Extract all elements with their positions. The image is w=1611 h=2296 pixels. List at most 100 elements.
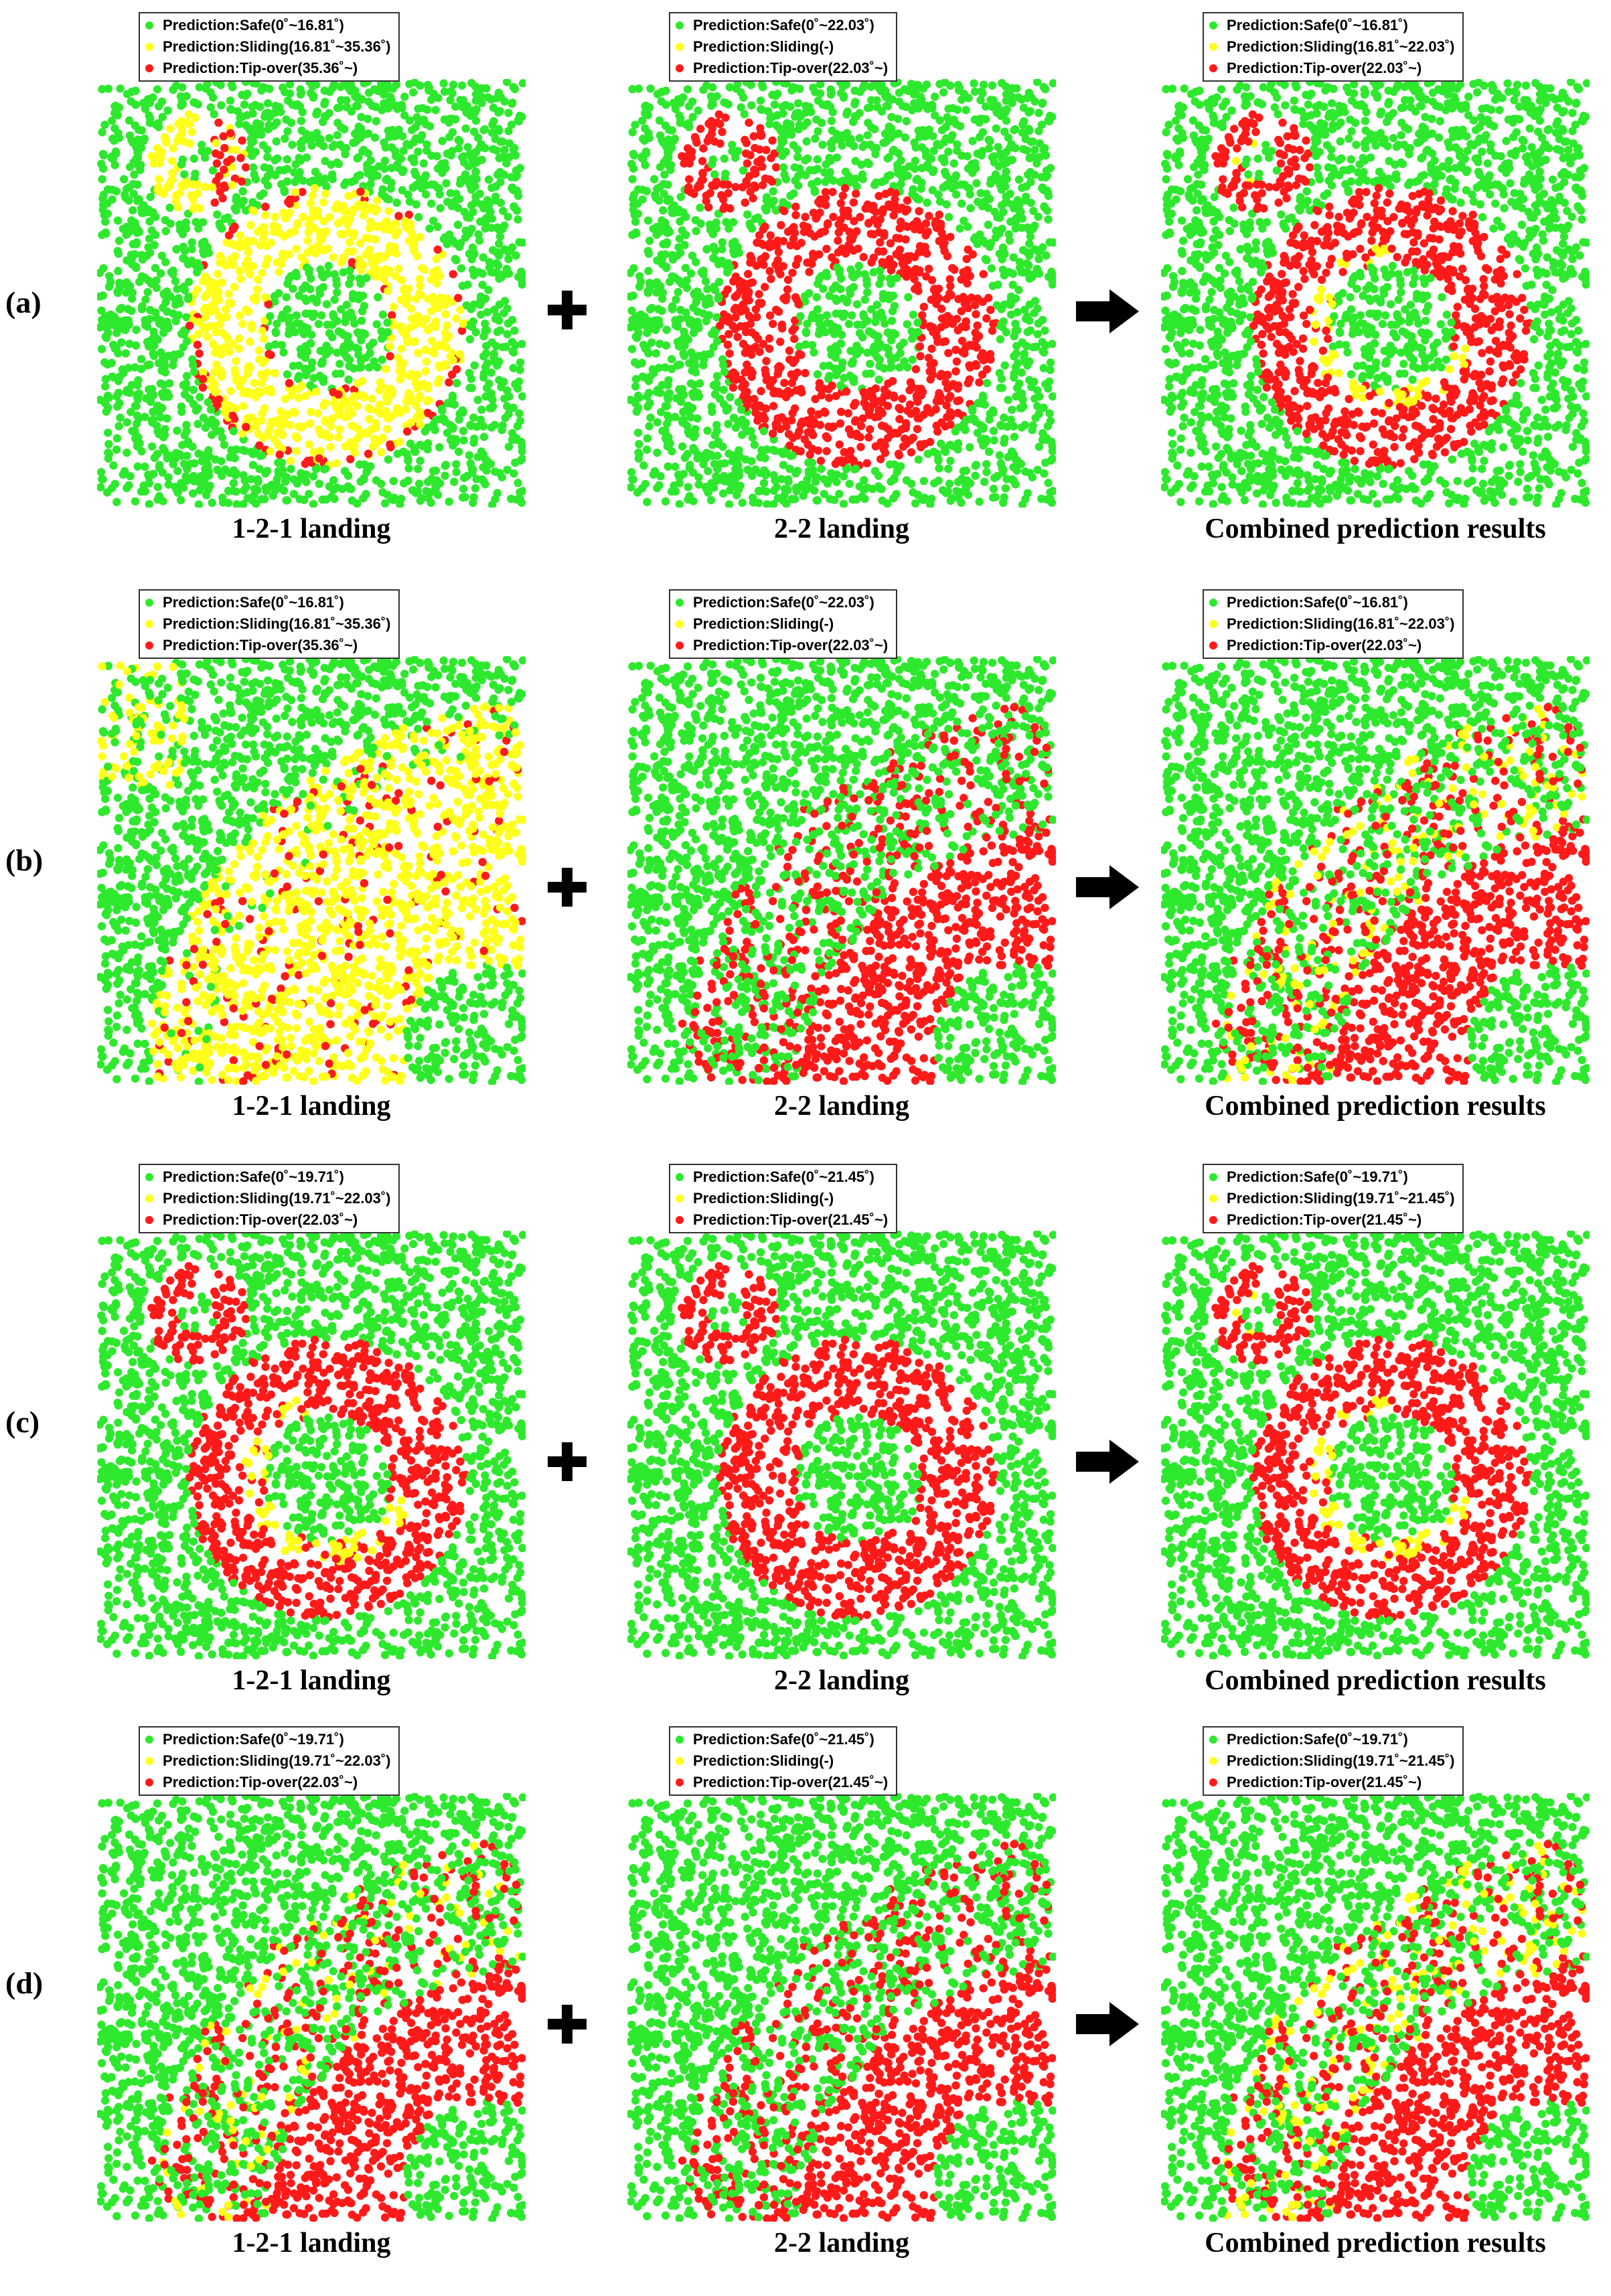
scatter-point-safe [443,198,452,206]
scatter-point-safe [297,350,306,359]
scatter-point-safe [123,418,131,427]
scatter-point-tipover [844,425,854,434]
scatter-point-safe [763,107,773,116]
scatter-point-safe [364,88,374,97]
scatter-point-safe [755,486,763,495]
scatter-point-sliding [287,228,296,237]
scatter-point-tipover [793,242,801,250]
scatter-point-sliding [193,285,202,294]
scatter-point-safe [163,287,171,296]
scatter-point-safe [500,145,509,155]
scatter-point-tipover [745,311,753,321]
scatter-point-safe [1032,342,1041,352]
scatter-point-sliding [416,282,425,291]
scatter-point-safe [97,468,106,477]
scatter-point-tipover [827,423,836,432]
scatter-point-safe [629,149,638,159]
scatter-point-tipover [811,394,820,404]
scatter-point-safe [392,80,401,89]
scatter-point-safe [119,470,127,479]
scatter-point-safe [113,110,122,120]
scatter-point-safe [355,329,364,338]
scatter-point-safe [757,446,766,455]
scatter-point-safe [103,429,112,437]
scatter-point-safe [485,379,493,388]
scatter-point-safe [114,279,124,287]
scatter-point-tipover [895,404,903,412]
scatter-point-safe [1037,121,1047,129]
scatter-point-sliding [184,110,193,119]
scatter-point-safe [994,143,1002,151]
scatter-point-safe [991,233,1000,242]
scatter-point-tipover [919,303,928,311]
scatter-point-safe [500,394,509,403]
scatter-point-sliding [260,404,269,413]
scatter-point-sliding [280,232,289,241]
scatter-point-safe [507,494,516,504]
row-label-a: (a) [5,285,42,320]
scatter-point-safe [427,474,436,483]
scatter-point-sliding [232,145,240,155]
scatter-point-safe [478,281,487,289]
scatter-point-safe [131,363,139,372]
scatter-point-safe [504,254,513,264]
scatter-point-safe [387,495,396,504]
scatter-point-safe [292,272,301,281]
scatter-point-safe [1041,144,1049,153]
scatter-point-safe [511,380,520,388]
scatter-point-safe [442,179,451,187]
scatter-point-safe [832,309,840,318]
scatter-point-safe [126,472,135,481]
scatter-point-tipover [947,412,955,420]
scatter-point-safe [411,123,420,132]
scatter-point-tipover [685,175,694,183]
legend-item-tipover: Prediction:Tip-over(35.36˚~) [145,58,390,79]
scatter-point-tipover [898,394,907,403]
scatter-point-safe [686,269,696,278]
scatter-point-safe [827,469,836,477]
scatter-point-sliding [257,378,266,388]
scatter-point-sliding [386,384,395,393]
scatter-point-safe [680,240,689,250]
scatter-point-safe [737,103,745,112]
scatter-point-safe [297,326,306,335]
scatter-point-tipover [680,159,688,168]
scatter-point-safe [132,154,141,163]
scatter-point-sliding [335,425,344,434]
scatter-point-safe [487,268,496,277]
scatter-point-sliding [343,247,353,256]
scatter-point-safe [374,293,382,302]
scatter-point-safe [518,79,526,88]
scatter-point-safe [98,128,106,137]
scatter-point-tipover [698,157,707,165]
scatter-point-safe [791,84,799,92]
scatter-point-tipover [836,199,845,208]
scatter-point-safe [495,357,504,366]
scatter-point-safe [953,140,962,149]
scatter-point-safe [735,446,743,455]
scatter-point-safe [688,389,697,398]
scatter-point-safe [1011,319,1020,328]
scatter-point-safe [759,479,769,487]
scatter-point-tipover [940,238,949,247]
scatter-point-safe [672,295,680,304]
scatter-point-safe [496,92,506,102]
scatter-point-safe [986,409,994,418]
scatter-point-safe [404,476,412,485]
scatter-point-safe [198,141,206,149]
scatter-point-safe [807,108,816,117]
scatter-point-tipover [821,194,830,203]
scatter-point-tipover [228,411,237,420]
scatter-point-tipover [238,136,246,145]
scatter-point-safe [452,460,461,469]
scatter-point-safe [923,198,931,207]
scatter-point-safe [145,98,155,107]
scatter-point-tipover [710,181,720,190]
scatter-point-sliding [410,238,418,247]
scatter-point-tipover [846,447,855,455]
scatter-point-tipover [386,440,394,449]
scatter-point-safe [965,163,974,172]
scatter-point-safe [743,465,752,474]
scatter-point-sliding [256,241,264,250]
scatter-point-safe [867,123,876,132]
